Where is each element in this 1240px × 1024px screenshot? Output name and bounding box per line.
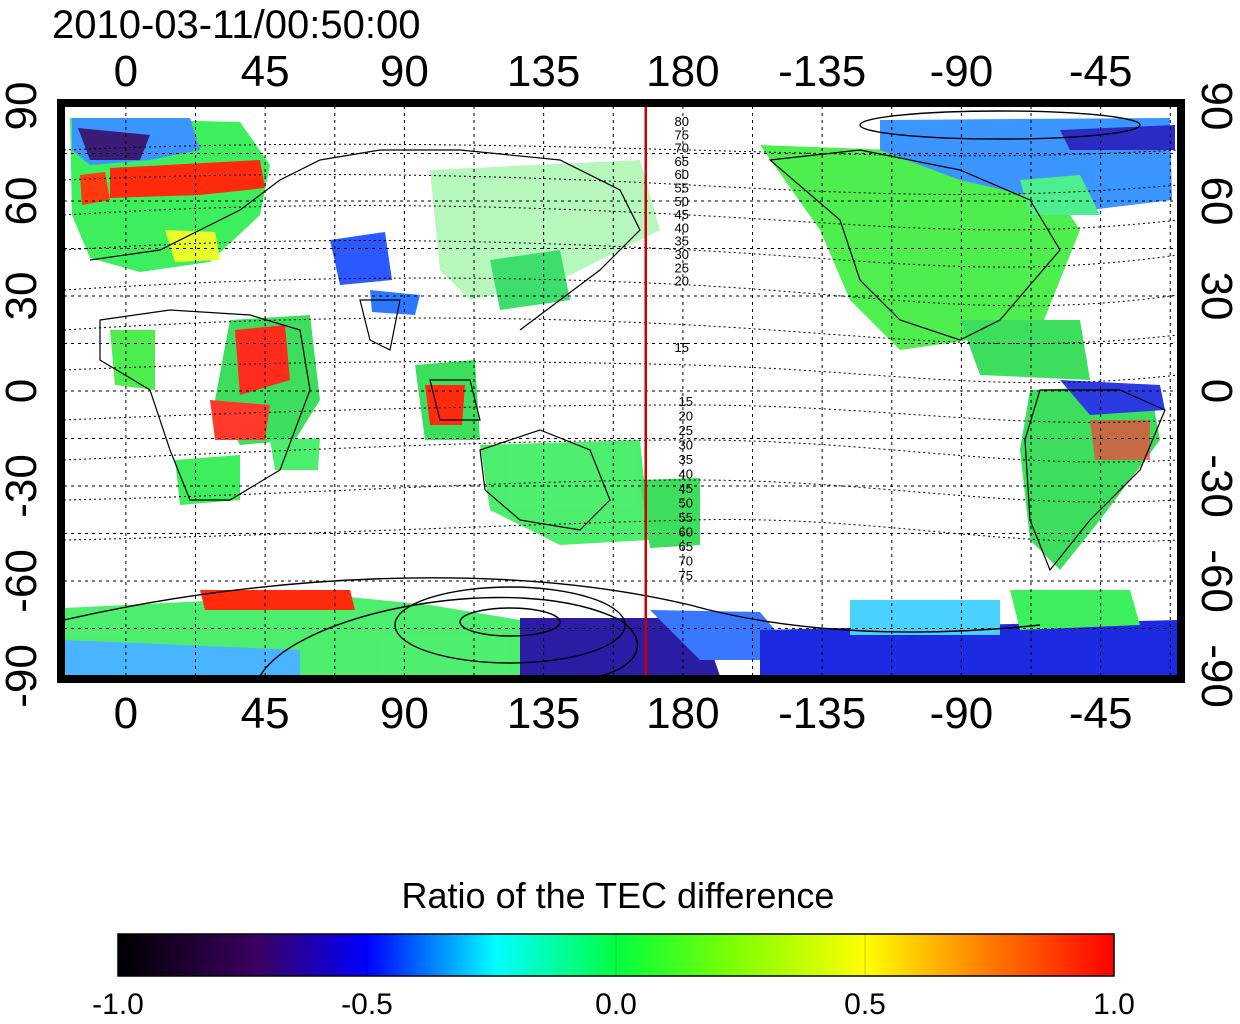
colorbar-tick-label: 0.0 <box>595 988 637 1021</box>
colorbar-tick-label: 1.0 <box>1093 988 1135 1021</box>
contour-label-south: 75 <box>679 568 693 583</box>
right-lat-tick-label: -30 <box>1192 454 1240 518</box>
bottom-lon-tick-label: -135 <box>778 689 866 738</box>
bottom-lon-tick-label: -45 <box>1069 689 1133 738</box>
contour-label-north: 15 <box>675 340 689 355</box>
bottom-lon-tick-label: 0 <box>114 689 138 738</box>
left-lat-tick-label: 90 <box>0 82 46 131</box>
left-lat-tick-label: 60 <box>0 177 46 226</box>
colorbar-gradient <box>117 933 1115 977</box>
contour-label-north: 50 <box>675 194 689 209</box>
contour-label-south: 20 <box>679 409 693 424</box>
contour-label-north: 25 <box>675 260 689 275</box>
tec-data-patches <box>64 118 1178 676</box>
contour-label-north: 70 <box>675 141 689 156</box>
colorbar-tick-label: -1.0 <box>92 988 144 1021</box>
contour-label-north: 65 <box>675 154 689 169</box>
right-lat-tick-label: -90 <box>1192 644 1240 708</box>
contour-label-south: 30 <box>679 438 693 453</box>
left-latitude-tick-labels: 90 60 30 0 -30 -60 -90 <box>0 82 46 708</box>
top-lon-tick-label: 180 <box>646 47 719 96</box>
bottom-lon-tick-label: 135 <box>507 689 580 738</box>
bottom-lon-tick-label: -90 <box>930 689 994 738</box>
top-lon-tick-label: 90 <box>380 47 429 96</box>
left-lat-tick-label: 0 <box>0 379 46 403</box>
contour-label-south: 70 <box>679 554 693 569</box>
contour-label-south: 40 <box>679 467 693 482</box>
colorbar-tick-label: 0.5 <box>844 988 886 1021</box>
contour-label-south: 60 <box>679 525 693 540</box>
top-lon-tick-label: -135 <box>778 47 866 96</box>
top-lon-tick-label: -45 <box>1069 47 1133 96</box>
bottom-longitude-tick-labels: 0 45 90 135 180 -135 -90 -45 <box>114 689 1133 738</box>
contour-label-south: 25 <box>679 423 693 438</box>
bottom-lon-tick-label: 90 <box>380 689 429 738</box>
bottom-lon-tick-label: 45 <box>241 689 290 738</box>
right-latitude-tick-labels: 90 60 30 0 -30 -60 -90 <box>1192 82 1240 708</box>
left-lat-tick-label: -30 <box>0 454 46 518</box>
contour-label-south: 45 <box>679 481 693 496</box>
colorbar-tick-labels: -1.0 -0.5 0.0 0.5 1.0 <box>92 934 1135 1021</box>
top-lon-tick-label: 45 <box>241 47 290 96</box>
coastline-outlines <box>89 149 1166 572</box>
contour-label-south: 35 <box>679 452 693 467</box>
contour-label-north: 75 <box>675 127 689 142</box>
magnetic-latitude-contours <box>64 143 1178 543</box>
right-lat-tick-label: 30 <box>1192 272 1240 321</box>
contour-label-north: 40 <box>675 220 689 235</box>
contour-label-south: 15 <box>679 394 693 409</box>
top-longitude-tick-labels: 0 45 90 135 180 -135 -90 -45 <box>114 47 1133 96</box>
contour-label-north: 20 <box>675 274 689 289</box>
contour-label-north: 55 <box>675 181 689 196</box>
left-lat-tick-label: 30 <box>0 272 46 321</box>
contour-label-south: 50 <box>679 496 693 511</box>
right-lat-tick-label: 0 <box>1192 379 1240 403</box>
map-plot-area: 8075706560555045403530252015152025303540… <box>64 106 1178 676</box>
timestamp-label: 2010-03-11/00:50:00 <box>52 3 420 47</box>
contour-labels: 8075706560555045403530252015152025303540… <box>675 114 693 583</box>
left-lat-tick-label: -60 <box>0 549 46 613</box>
right-lat-tick-label: -60 <box>1192 549 1240 613</box>
contour-label-south: 65 <box>679 539 693 554</box>
top-lon-tick-label: 135 <box>507 47 580 96</box>
map-frame-ticks <box>57 99 1185 683</box>
colorbar-title: Ratio of the TEC difference <box>402 875 835 916</box>
contour-label-north: 45 <box>675 207 689 222</box>
right-lat-tick-label: 90 <box>1192 82 1240 131</box>
contour-label-north: 30 <box>675 247 689 262</box>
top-lon-tick-label: 0 <box>114 47 138 96</box>
right-lat-tick-label: 60 <box>1192 177 1240 226</box>
bottom-lon-tick-label: 180 <box>646 689 719 738</box>
colorbar-tick-label: -0.5 <box>341 988 393 1021</box>
top-lon-tick-label: -90 <box>930 47 994 96</box>
contour-label-north: 80 <box>675 114 689 129</box>
contour-label-north: 60 <box>675 167 689 182</box>
left-lat-tick-label: -90 <box>0 644 46 708</box>
magnetic-pole-contours <box>64 110 1141 676</box>
contour-label-south: 55 <box>679 510 693 525</box>
contour-label-north: 35 <box>675 234 689 249</box>
